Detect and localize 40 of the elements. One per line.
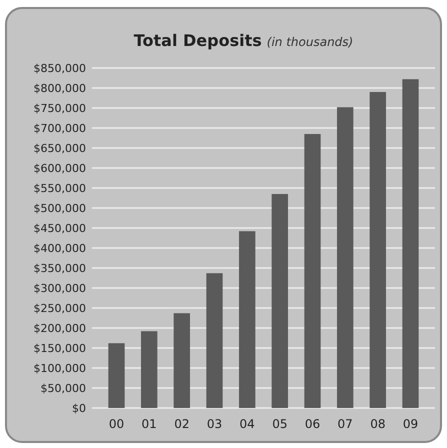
chart-subtitle: (in thousands) <box>266 35 354 49</box>
y-tick-label: $500,000 <box>34 202 86 215</box>
x-tick-label: 00 <box>108 417 124 431</box>
bar <box>304 134 321 408</box>
bar <box>402 79 419 408</box>
y-tick-label: $0 <box>72 402 86 415</box>
bar <box>337 107 354 408</box>
x-tick-label: 06 <box>304 417 320 431</box>
x-tick-label: 09 <box>402 417 418 431</box>
bar <box>272 194 288 408</box>
y-tick-label: $550,000 <box>34 182 86 195</box>
y-tick-label: $150,000 <box>34 342 86 355</box>
x-tick-label: 01 <box>142 417 157 431</box>
y-tick-label: $350,000 <box>34 262 86 275</box>
y-tick-label: $700,000 <box>34 122 86 135</box>
y-tick-label: $250,000 <box>34 302 86 315</box>
bar <box>370 92 386 408</box>
y-tick-label: $800,000 <box>34 82 86 95</box>
y-tick-label: $650,000 <box>34 142 86 155</box>
x-tick-label: 05 <box>272 417 288 431</box>
y-tick-label: $300,000 <box>34 282 86 295</box>
bar <box>174 313 190 408</box>
y-tick-label: $600,000 <box>34 162 86 175</box>
y-tick-label: $400,000 <box>34 242 86 255</box>
y-tick-label: $850,000 <box>34 62 86 75</box>
y-tick-label: $100,000 <box>34 362 86 375</box>
y-tick-label: $450,000 <box>34 222 86 235</box>
x-tick-label: 07 <box>338 417 353 431</box>
bar <box>141 331 158 408</box>
y-tick-label: $200,000 <box>34 322 86 335</box>
x-tick-label: 04 <box>240 417 255 431</box>
x-tick-label: 08 <box>370 417 386 431</box>
bar <box>239 231 256 408</box>
y-tick-label: $50,000 <box>40 382 86 395</box>
bar <box>206 273 223 408</box>
x-tick-label: 03 <box>206 417 222 431</box>
bar <box>108 343 125 408</box>
y-tick-label: $750,000 <box>34 102 86 115</box>
x-tick-label: 02 <box>174 417 190 431</box>
chart-title: Total Deposits <box>134 31 262 50</box>
